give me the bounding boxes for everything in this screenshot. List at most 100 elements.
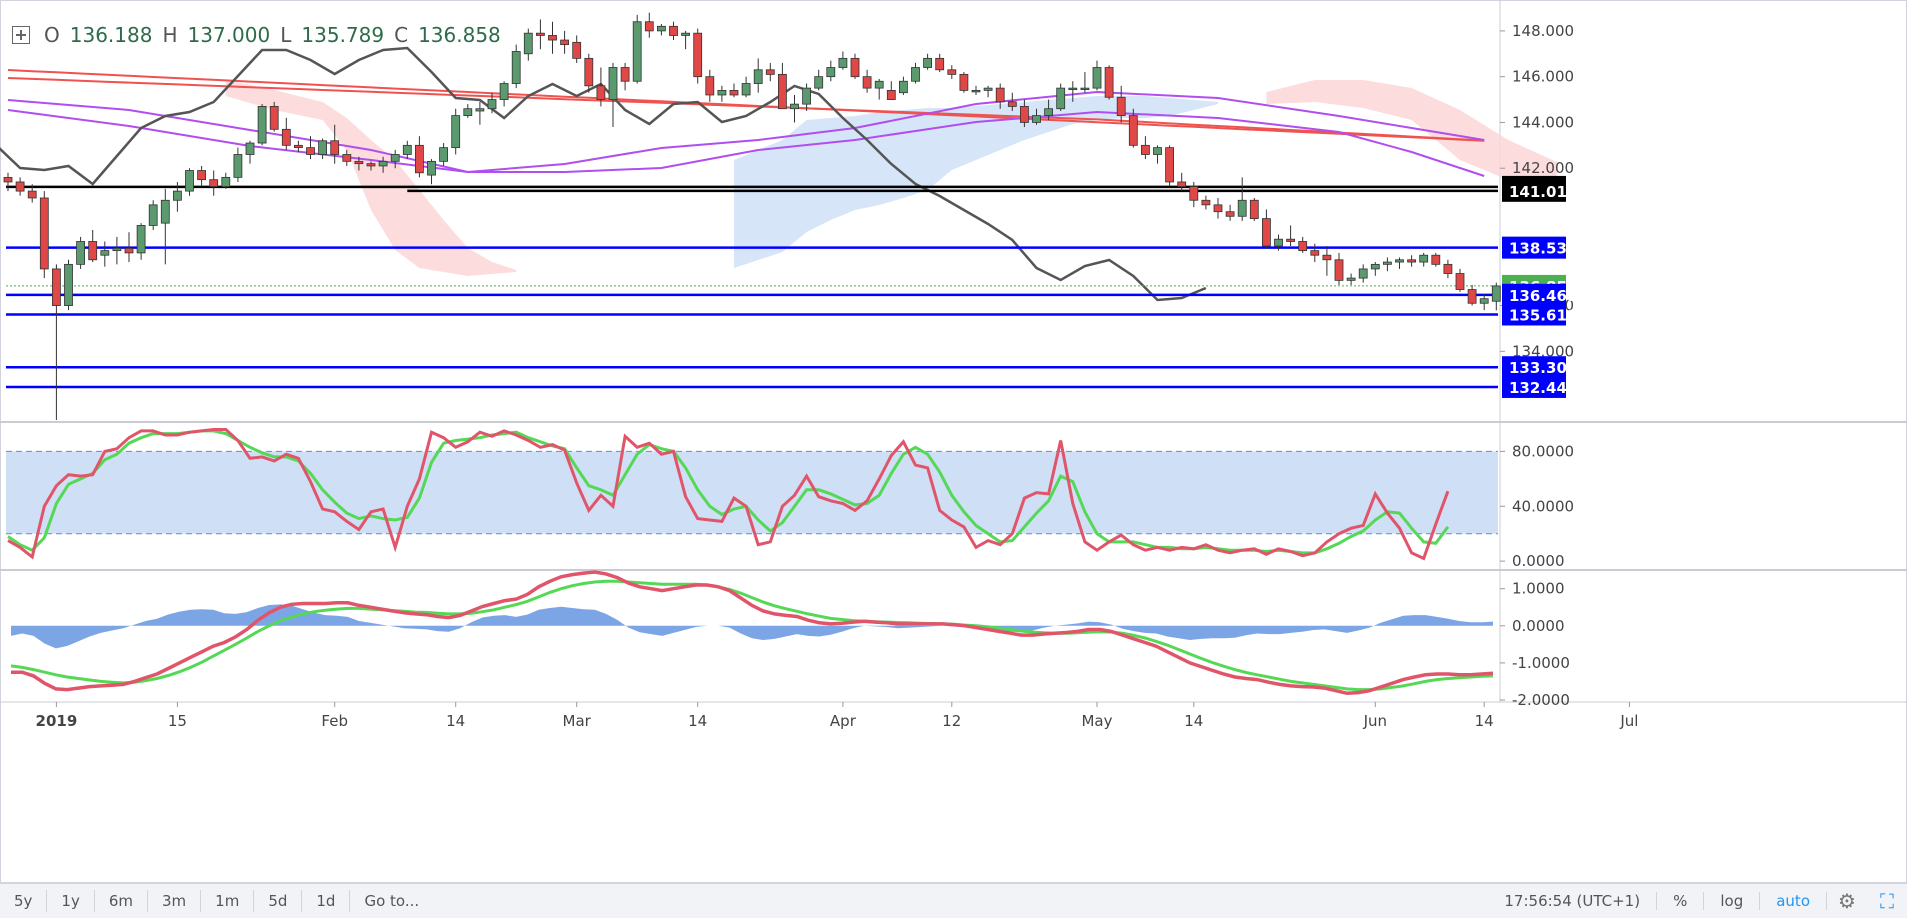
candle-body (293, 144, 303, 149)
ichimoku-cloud-bear (225, 80, 517, 276)
auto-toggle[interactable]: auto (1760, 892, 1827, 910)
time-tick-label: 15 (168, 712, 187, 730)
time-tick-label: 14 (688, 712, 707, 730)
close-value: 136.858 (418, 23, 501, 47)
candle-body (862, 76, 872, 89)
candle-body (269, 106, 279, 130)
stoch-tick-label: 40.0000 (1512, 497, 1574, 515)
candle-body (1443, 263, 1453, 274)
candle-body (657, 25, 666, 32)
candle-body (1479, 298, 1489, 304)
candle-body (1213, 204, 1223, 213)
candle-body (572, 41, 582, 59)
log-toggle[interactable]: log (1704, 892, 1761, 910)
candle-body (681, 32, 690, 36)
stoch-tick-label: 0.0000 (1512, 552, 1565, 570)
candle-body (1249, 199, 1259, 219)
candle-body (1395, 259, 1404, 263)
candle-body (1467, 289, 1477, 304)
macd-line (11, 570, 1494, 696)
candle-body (318, 140, 328, 155)
time-tick-label: 2019 (36, 712, 78, 730)
bottom-toolbar: 5y 1y 6m 3m 1m 5d 1d Go to... 17:56:54 (… (0, 883, 1907, 918)
macd-tick-label: 1.0000 (1512, 580, 1565, 598)
candle-body (148, 204, 158, 226)
candle-body (1128, 115, 1138, 146)
time-tick-label: 14 (1475, 712, 1494, 730)
macd-histogram (11, 604, 1493, 649)
gear-icon[interactable]: ⚙ (1838, 889, 1856, 913)
candle-body (1032, 115, 1041, 123)
candle-body (487, 99, 497, 110)
candle-body (717, 90, 727, 96)
candle-body (3, 176, 13, 183)
candle-body (76, 241, 85, 265)
candle-body (402, 144, 412, 155)
timeframe-1y[interactable]: 1y (47, 890, 95, 912)
candle-body (1201, 199, 1211, 206)
candle-body (1153, 147, 1162, 155)
candle-body (1007, 101, 1017, 107)
candle-body (1370, 263, 1380, 270)
candle-body (790, 103, 799, 110)
candle-body (306, 147, 315, 155)
clock-readout[interactable]: 17:56:54 (UTC+1) (1488, 892, 1658, 910)
candle-body (281, 128, 291, 146)
price-tick-label: 148.000 (1512, 22, 1574, 40)
candle-body (850, 57, 860, 78)
timeframe-3m[interactable]: 3m (148, 890, 202, 912)
price-badge-label: 133.306 (1509, 359, 1577, 377)
candle-body (511, 51, 521, 84)
chart-svg[interactable]: 148.000146.000144.000142.000136.000134.0… (0, 0, 1907, 883)
price-tick-label: 134.000 (1512, 342, 1574, 360)
candle-body (463, 108, 473, 116)
candle-body (185, 170, 194, 192)
price-badge-label: 132.444 (1509, 379, 1577, 397)
timeframe-5y[interactable]: 5y (0, 890, 48, 912)
candle-body (1286, 238, 1295, 242)
candle-body (378, 160, 388, 167)
goto-button[interactable]: Go to... (364, 892, 420, 910)
candle-body (52, 268, 61, 306)
candle-body (814, 76, 824, 89)
time-tick-label: May (1081, 712, 1112, 730)
timeframe-5d[interactable]: 5d (254, 890, 303, 912)
stoch-tick-label: 80.0000 (1512, 442, 1574, 460)
candle-body (778, 73, 787, 110)
price-tick-label: 142.000 (1512, 159, 1574, 177)
high-label: H (162, 23, 178, 47)
time-tick-label: 14 (446, 712, 465, 730)
fullscreen-icon[interactable]: ⛶ (1880, 889, 1894, 913)
candle-body (741, 83, 751, 96)
candle-body (172, 190, 182, 201)
price-badge (1502, 356, 1566, 379)
timeframe-1d[interactable]: 1d (302, 890, 351, 912)
macd-tick-label: 0.0000 (1512, 617, 1565, 635)
candle-body (15, 181, 25, 192)
timeframe-6m[interactable]: 6m (95, 890, 148, 912)
time-tick-label: Feb (321, 712, 348, 730)
candle-body (112, 247, 122, 252)
time-tick-label: 12 (942, 712, 961, 730)
candle-body (608, 67, 618, 100)
candle-body (245, 142, 255, 155)
ohlc-legend: O 136.188 H 137.000 L 135.789 C 136.858 (12, 20, 501, 50)
candle-body (560, 39, 569, 46)
open-value: 136.188 (69, 23, 153, 47)
candle-body (971, 90, 981, 93)
candle-body (596, 85, 606, 100)
candle-body (330, 140, 340, 155)
candle-body (160, 199, 170, 224)
timeframe-1m[interactable]: 1m (201, 890, 255, 912)
stoch-fast-line (7, 428, 1450, 561)
candle-body (233, 154, 243, 178)
candle-body (1491, 285, 1501, 302)
percent-toggle[interactable]: % (1657, 892, 1705, 910)
expand-icon[interactable] (12, 26, 30, 44)
candle-body (995, 87, 1005, 103)
candle-body (221, 176, 231, 187)
candle-body (88, 241, 98, 261)
price-badge (1502, 236, 1566, 259)
candle-body (523, 32, 533, 55)
